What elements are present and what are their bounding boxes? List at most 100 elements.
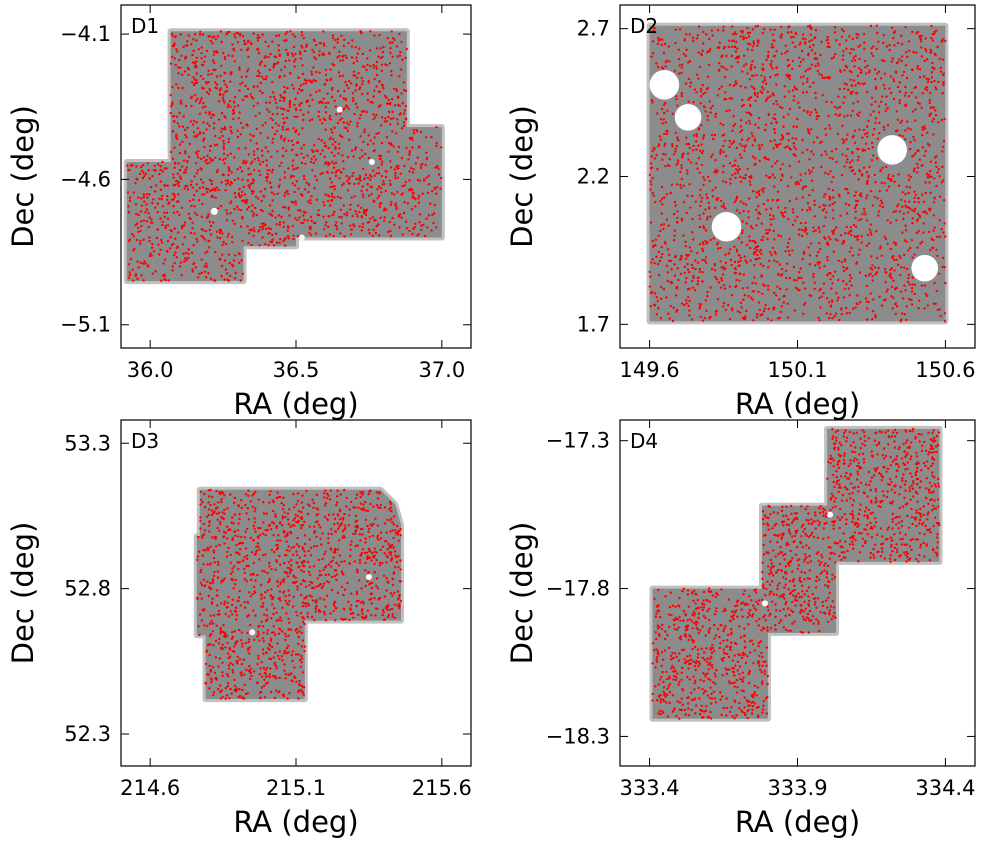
source-point xyxy=(700,53,703,57)
source-point xyxy=(874,100,877,103)
source-point xyxy=(326,194,330,197)
source-point xyxy=(741,70,744,73)
source-point xyxy=(229,152,232,155)
source-point xyxy=(404,56,407,59)
source-point xyxy=(375,577,379,580)
source-point xyxy=(384,175,388,179)
source-point xyxy=(180,226,184,230)
source-point xyxy=(300,152,303,155)
source-point xyxy=(918,158,921,161)
source-point xyxy=(238,561,241,564)
source-point xyxy=(753,276,756,279)
source-point xyxy=(911,68,914,72)
source-point xyxy=(740,119,743,122)
source-point xyxy=(208,111,211,114)
source-point xyxy=(746,42,750,45)
source-point xyxy=(653,157,657,160)
source-point xyxy=(170,198,174,201)
source-point xyxy=(370,185,373,189)
source-point xyxy=(698,243,702,246)
source-point xyxy=(366,143,370,146)
source-point xyxy=(812,230,815,233)
source-point xyxy=(801,91,805,94)
source-point xyxy=(883,128,886,131)
source-point xyxy=(138,242,142,245)
source-point xyxy=(281,113,284,116)
source-point xyxy=(298,88,301,91)
source-point xyxy=(892,210,895,214)
source-point xyxy=(299,109,302,112)
source-point xyxy=(393,193,396,196)
source-point xyxy=(812,166,815,170)
source-point xyxy=(918,216,922,219)
source-point xyxy=(216,87,219,90)
source-point xyxy=(706,175,710,179)
source-point xyxy=(160,238,163,242)
source-point xyxy=(366,580,369,583)
source-point xyxy=(809,111,813,114)
source-point xyxy=(223,101,226,104)
source-point xyxy=(303,218,306,222)
source-point xyxy=(850,92,853,96)
source-point xyxy=(217,100,221,103)
source-point xyxy=(651,101,654,104)
source-point xyxy=(929,191,932,194)
source-point xyxy=(308,104,311,108)
source-point xyxy=(663,196,666,199)
source-point xyxy=(758,148,761,151)
source-point xyxy=(741,229,744,232)
source-point xyxy=(830,57,833,60)
source-point xyxy=(661,152,665,156)
source-point xyxy=(359,601,363,604)
source-point xyxy=(903,138,907,141)
source-point xyxy=(772,308,775,311)
source-point xyxy=(761,80,765,84)
source-point xyxy=(385,589,388,592)
source-point xyxy=(161,223,164,227)
source-point xyxy=(141,176,145,180)
source-point xyxy=(199,157,203,161)
y-axis-label: Dec (deg) xyxy=(6,105,40,248)
source-point xyxy=(727,303,730,307)
source-point xyxy=(217,665,220,668)
source-point xyxy=(659,297,663,301)
source-point xyxy=(241,126,245,129)
source-point xyxy=(748,175,751,179)
source-point xyxy=(390,557,394,560)
source-point xyxy=(246,600,249,604)
source-point xyxy=(722,66,726,69)
source-point xyxy=(226,641,229,645)
source-point xyxy=(241,98,245,102)
source-point xyxy=(901,134,904,138)
source-point xyxy=(193,33,197,36)
source-point xyxy=(159,168,162,172)
source-point xyxy=(746,26,749,30)
source-point xyxy=(171,130,175,133)
source-point xyxy=(240,671,243,674)
source-point xyxy=(892,279,895,282)
source-point xyxy=(319,172,322,176)
source-point xyxy=(721,171,725,174)
source-point xyxy=(419,130,423,134)
source-point xyxy=(827,124,831,127)
source-point xyxy=(178,111,181,115)
source-point xyxy=(703,259,707,262)
source-point xyxy=(137,226,140,229)
source-point xyxy=(910,298,913,302)
source-point xyxy=(216,560,220,564)
source-point xyxy=(233,222,236,225)
source-point xyxy=(209,233,213,236)
source-point xyxy=(314,232,318,235)
source-point xyxy=(301,615,304,619)
source-point xyxy=(239,209,243,212)
source-point xyxy=(307,200,310,203)
source-point xyxy=(731,45,734,49)
source-point xyxy=(308,504,311,508)
source-point xyxy=(751,45,755,48)
source-point xyxy=(144,262,147,265)
source-point xyxy=(247,47,250,50)
source-point xyxy=(265,159,268,162)
source-point xyxy=(223,508,226,511)
source-point xyxy=(675,308,679,312)
source-point xyxy=(378,33,381,37)
